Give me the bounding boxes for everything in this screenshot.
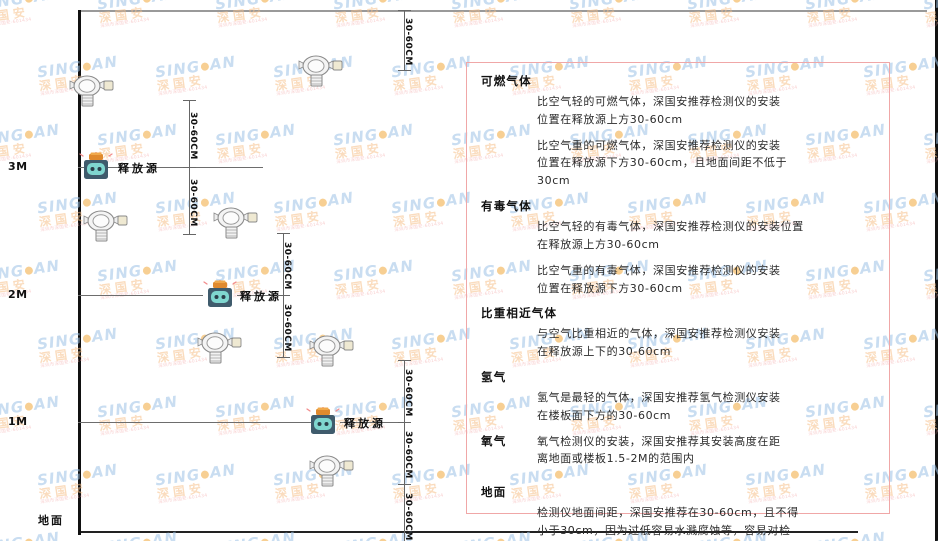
section-paragraph: 比空气轻的可燃气体，深国安推荐检测仪的安装 位置在释放源上方30-60cm (537, 95, 781, 126)
dimension-label: 30-60CM (403, 369, 413, 417)
gas-detector-icon (308, 450, 354, 488)
release-source-label: 释放源 (344, 417, 386, 430)
section-paragraph: 比空气轻的有毒气体，深国安推荐检测仪的安装位置 在释放源上方30-60cm (537, 220, 804, 251)
dimension-label: 30-60CM (403, 18, 413, 66)
level-line-3m (78, 167, 263, 168)
section-heading: 比重相近气体 (481, 306, 558, 321)
level-label-3m: 3M (8, 160, 28, 173)
dimension-tick (183, 167, 196, 168)
section-paragraph: 比空气重的有毒气体，深国安推荐检测仪的安装 位置在释放源下方30-60cm (537, 263, 781, 295)
ground-label: 地面 (38, 514, 64, 527)
dimension-tick (277, 357, 290, 358)
section-heading: 氢气 (481, 369, 507, 384)
dimension-label: 30-60CM (282, 242, 292, 290)
dimension-tick (277, 233, 290, 234)
dimension-line (404, 10, 405, 70)
gas-detector-icon (82, 205, 128, 243)
release-source-icon (79, 151, 113, 182)
source-leader-line-3m (113, 167, 129, 168)
recommendation-panel: 可燃气体 比空气轻的可燃气体，深国安推荐检测仪的安装 位置在释放源上方30-60c… (466, 62, 890, 537)
inline-section: 氧气 氧气检测仪的安装，深国安推荐其安装高度在距 离地面或楼板1.5-2M的范围内 (481, 433, 877, 469)
section-paragraph: 氧气检测仪的安装，深国安推荐其安装高度在距 离地面或楼板1.5-2M的范围内 (537, 434, 781, 466)
section-paragraph: 比空气重的可燃气体，深国安推荐检测仪的安装 位置在释放源下方30-60cm，且地… (537, 138, 788, 188)
section-heading-inline: 氧气 (481, 433, 507, 448)
section-paragraph: 与空气比重相近的气体，深国安推荐检测仪安装 在释放源上下的30-60cm (537, 327, 781, 359)
dimension-tick (277, 295, 290, 296)
gas-detector-icon (212, 202, 258, 240)
frame-top-line (78, 10, 927, 12)
dimension-label: 30-60CM (188, 111, 198, 160)
level-label-1m: 1M (8, 415, 28, 428)
dimension-tick (398, 10, 411, 11)
dimension-label: 30-60CM (403, 431, 413, 479)
level-label-2m: 2M (8, 288, 28, 301)
dimension-tick (398, 360, 411, 361)
release-source-icon (203, 279, 237, 310)
source-leader-line-1m (340, 422, 402, 423)
level-line-1m (78, 422, 323, 423)
dimension-tick (398, 422, 411, 423)
dimension-line (404, 360, 405, 541)
section-heading: 地面 (481, 485, 507, 500)
ground-line (78, 531, 858, 533)
dimension-label: 30-60CM (282, 304, 292, 352)
dimension-tick (183, 100, 196, 101)
dimension-tick (398, 484, 411, 485)
gas-detector-icon (196, 327, 242, 365)
gas-detector-icon (297, 50, 343, 88)
dimension-tick (183, 234, 196, 235)
frame-right-border (935, 0, 938, 541)
release-source-label: 释放源 (118, 162, 160, 175)
section-paragraph: 检测仪地面间距，深国安推荐在30-60cm，且不得 小于30cm，因为过低容易水… (537, 506, 799, 537)
gas-detector-icon (68, 70, 114, 108)
section-heading: 有毒气体 (481, 199, 532, 214)
height-axis (78, 10, 81, 535)
level-line-2m (78, 295, 203, 296)
source-leader-line-2m (237, 295, 282, 296)
release-source-icon (306, 406, 340, 437)
dimension-label: 30-60CM (403, 493, 413, 541)
section-spacer (481, 474, 877, 484)
dimension-tick (398, 70, 411, 71)
section-heading: 可燃气体 (481, 74, 532, 88)
gas-detector-icon (308, 330, 354, 368)
section-paragraph: 氢气是最轻的气体，深国安推荐氢气检测仪安装 在楼板面下方的30-60cm (537, 390, 781, 422)
dimension-label: 30-60CM (188, 178, 198, 227)
release-source-label: 释放源 (240, 290, 282, 303)
